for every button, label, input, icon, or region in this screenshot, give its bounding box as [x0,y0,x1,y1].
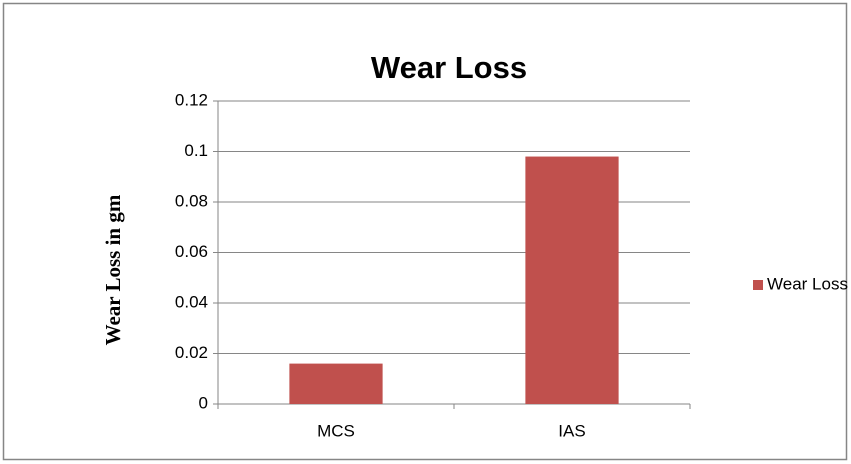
y-tick-label: 0.12 [175,90,208,109]
y-tick-label: 0.08 [175,191,208,210]
y-axis-label: Wear Loss in gm [101,194,125,345]
legend-swatch [753,280,763,290]
x-tick-label: MCS [317,421,355,440]
bar [525,156,619,404]
chart-title: Wear Loss [371,50,527,85]
x-tick-label: IAS [558,421,585,440]
y-tick-label: 0.02 [175,343,208,362]
legend-label: Wear Loss [767,274,848,293]
bar [289,363,383,404]
y-tick-label: 0.04 [175,292,208,311]
y-tick-label: 0.06 [175,242,208,261]
y-tick-label: 0 [199,393,208,412]
y-tick-label: 0.1 [184,141,208,160]
